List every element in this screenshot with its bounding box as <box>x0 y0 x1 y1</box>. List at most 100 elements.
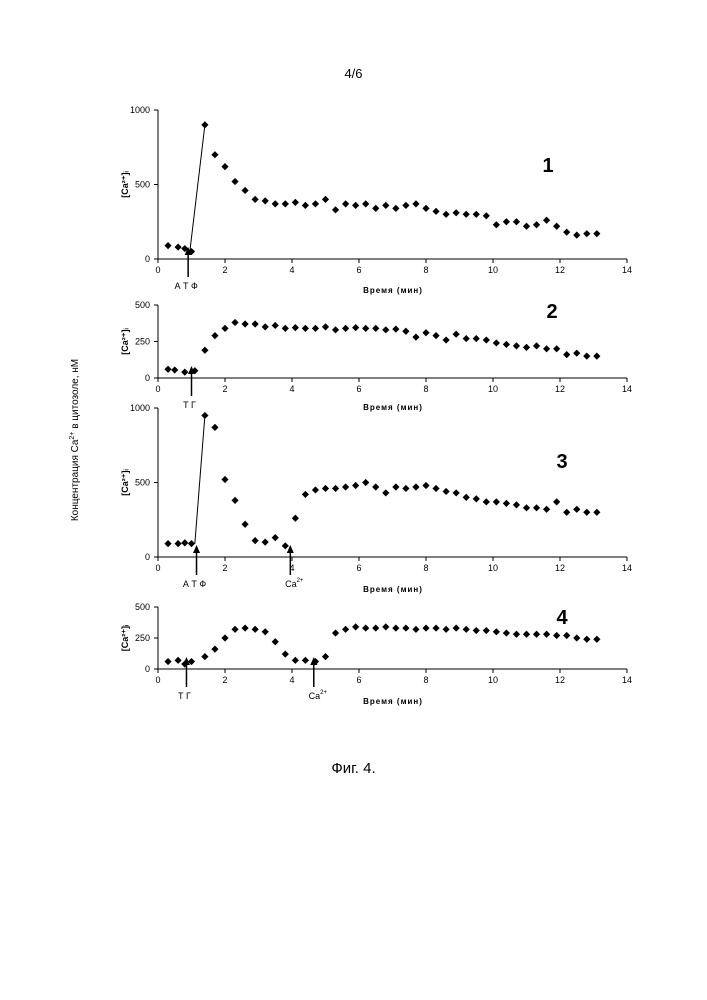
x-axis-label: Время (мин) <box>363 697 423 706</box>
y-tick-label: 500 <box>135 180 150 190</box>
x-tick-label: 8 <box>423 384 428 394</box>
x-tick-label: 8 <box>423 675 428 685</box>
data-point <box>231 496 239 504</box>
data-point <box>291 514 299 522</box>
data-point <box>593 352 601 360</box>
data-point <box>271 534 279 542</box>
data-point <box>201 346 209 354</box>
data-point <box>583 635 591 643</box>
event-arrow-head <box>184 247 192 255</box>
data-point <box>512 501 521 509</box>
data-point <box>241 624 249 632</box>
data-point <box>171 366 179 374</box>
data-point <box>522 630 531 638</box>
x-tick-label: 8 <box>423 563 428 573</box>
data-point <box>583 508 591 516</box>
data-point <box>311 486 320 494</box>
y-tick-label: 0 <box>145 254 150 264</box>
data-point <box>174 243 182 251</box>
data-point <box>593 635 601 643</box>
data-point <box>392 325 400 333</box>
data-point <box>543 216 551 224</box>
data-point <box>342 324 350 332</box>
data-point <box>492 628 500 636</box>
data-point <box>321 653 330 661</box>
panel-number-label: 4 <box>556 607 568 629</box>
data-point <box>422 329 430 337</box>
data-point <box>331 206 340 214</box>
y-axis-label: [Ca²⁺]ᵢ <box>120 171 130 198</box>
data-point <box>462 210 470 218</box>
data-point <box>187 657 196 666</box>
data-point <box>412 483 420 491</box>
x-tick-label: 4 <box>289 675 294 685</box>
data-point <box>331 484 340 493</box>
data-point <box>573 505 581 513</box>
data-point <box>543 505 551 513</box>
data-point <box>331 629 340 637</box>
data-point <box>422 624 430 632</box>
event-marker-label: А Т Ф <box>183 579 207 589</box>
data-point <box>392 624 400 632</box>
data-point <box>211 645 219 653</box>
data-point <box>301 324 309 332</box>
y-tick-label: 500 <box>135 602 150 612</box>
x-tick-label: 8 <box>423 265 428 275</box>
data-point <box>432 207 440 215</box>
panel-number-label: 2 <box>546 301 557 323</box>
data-point <box>211 332 219 340</box>
data-point <box>522 504 531 512</box>
x-tick-label: 14 <box>622 265 632 275</box>
data-point <box>512 630 521 638</box>
event-marker-text: Ca <box>309 691 321 701</box>
data-point <box>201 121 209 129</box>
data-point <box>512 342 521 350</box>
data-point <box>372 483 380 491</box>
data-point <box>482 626 490 635</box>
y-tick-label: 500 <box>135 478 150 488</box>
data-point <box>181 539 189 547</box>
data-point <box>211 151 219 159</box>
data-point <box>271 200 279 208</box>
data-point <box>402 201 410 209</box>
data-point <box>211 423 219 431</box>
data-point <box>442 210 450 218</box>
event-marker-text: А Т Ф <box>174 281 198 291</box>
data-point <box>281 542 289 550</box>
event-marker-label: Т Г <box>183 400 196 410</box>
data-point <box>261 197 269 205</box>
event-marker-label: А Т Ф <box>174 281 198 291</box>
data-point <box>261 323 269 331</box>
event-marker-sup: 2+ <box>320 690 327 696</box>
data-point <box>452 489 460 497</box>
data-point <box>281 650 289 658</box>
x-tick-label: 0 <box>155 675 160 685</box>
data-point <box>372 624 380 632</box>
data-point <box>392 483 400 491</box>
event-arrow-head <box>182 657 190 665</box>
data-point <box>231 318 239 327</box>
y-tick-label: 1000 <box>130 105 150 115</box>
data-point <box>372 324 380 332</box>
x-tick-label: 0 <box>155 563 160 573</box>
data-point <box>382 489 390 497</box>
y-tick-label: 1000 <box>130 403 150 413</box>
data-point <box>402 484 410 493</box>
x-tick-label: 12 <box>555 675 565 685</box>
x-tick-label: 4 <box>289 563 294 573</box>
data-point <box>174 539 182 548</box>
data-point <box>321 195 330 203</box>
data-point <box>221 163 229 171</box>
data-point <box>271 638 279 646</box>
data-point <box>432 332 440 340</box>
x-tick-label: 12 <box>555 265 565 275</box>
x-axis-label: Время (мин) <box>363 286 423 295</box>
data-point <box>382 201 390 209</box>
data-point <box>583 352 591 360</box>
x-tick-label: 10 <box>488 265 498 275</box>
event-marker-text: Т Г <box>178 691 191 701</box>
x-axis-label: Время (мин) <box>363 403 423 412</box>
shared-y-axis-label: Концентрация Ca2+ в цитозоле, нМ <box>69 359 81 521</box>
data-point <box>261 538 269 546</box>
data-point <box>553 631 561 640</box>
